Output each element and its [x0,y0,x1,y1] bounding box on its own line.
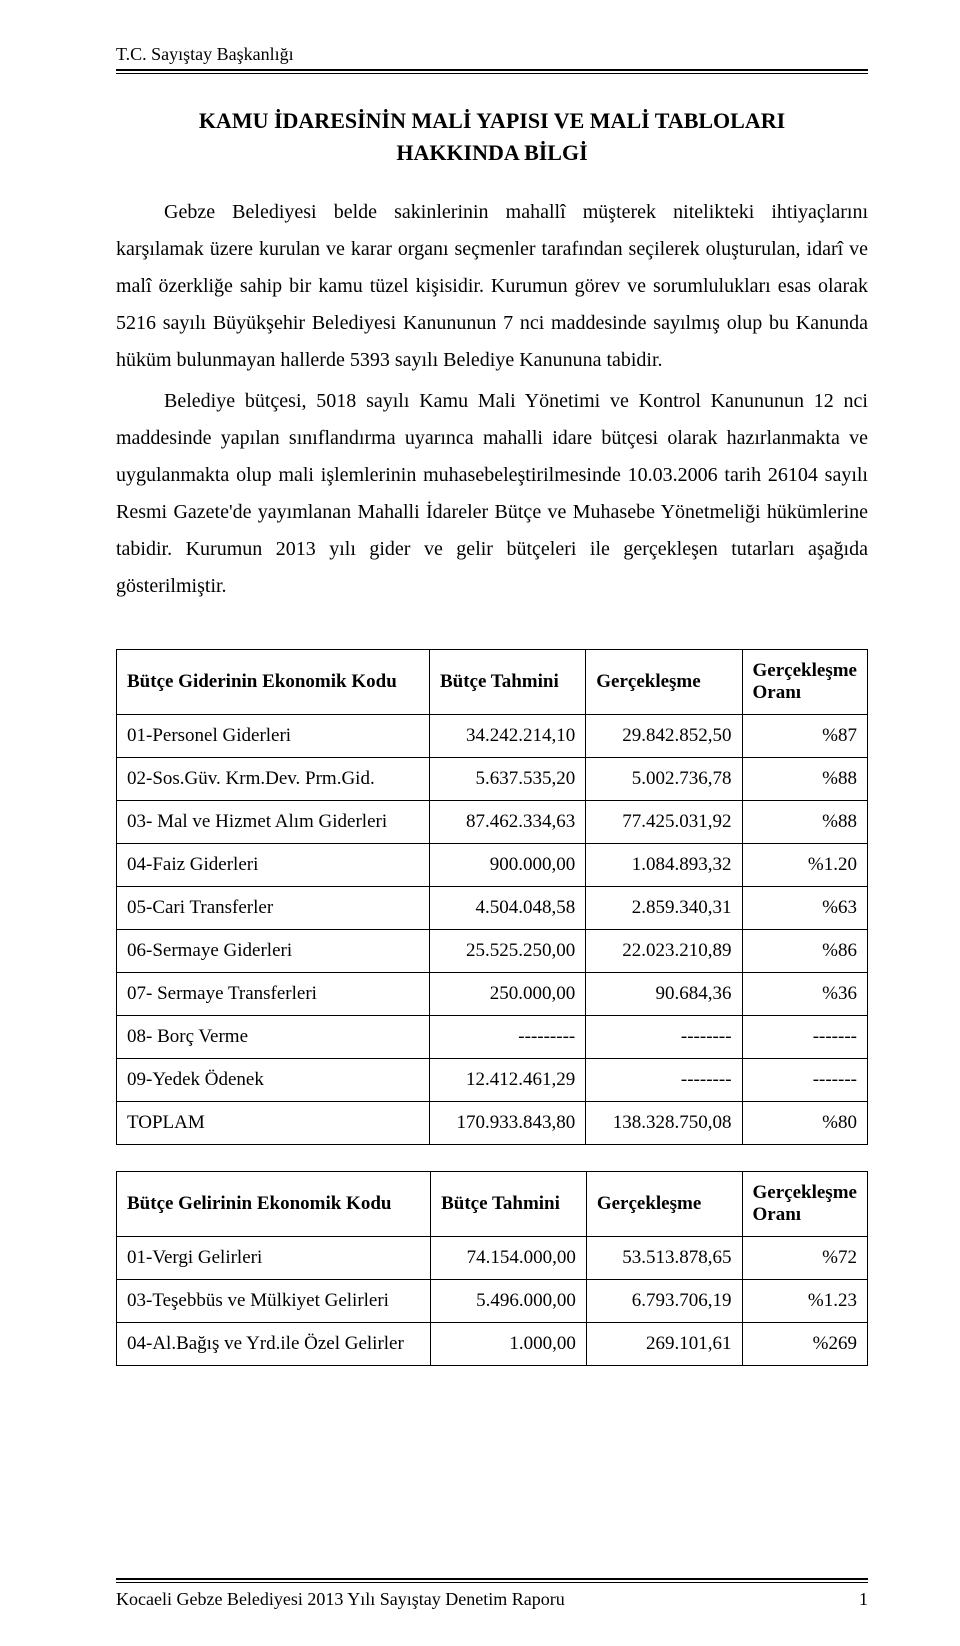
col-header-rate: Gerçekleşme Oranı [742,650,867,715]
row-estimate: 250.000,00 [429,973,585,1016]
table-header-row: Bütçe Giderinin Ekonomik Kodu Bütçe Tahm… [117,650,868,715]
row-rate: %36 [742,973,867,1016]
row-rate: %1.20 [742,844,867,887]
table-row-total: TOPLAM 170.933.843,80 138.328.750,08 %80 [117,1102,868,1145]
rate-header-line2: Oranı [753,682,857,704]
row-rate: %80 [742,1102,867,1145]
row-actual: 6.793.706,19 [586,1280,742,1323]
row-label: 01-Personel Giderleri [117,715,430,758]
table-row: 02-Sos.Güv. Krm.Dev. Prm.Gid. 5.637.535,… [117,758,868,801]
row-actual: 5.002.736,78 [586,758,742,801]
col-header-code: Bütçe Gelirinin Ekonomik Kodu [117,1172,431,1237]
col-header-estimate: Bütçe Tahmini [429,650,585,715]
table-row: 03-Teşebbüs ve Mülkiyet Gelirleri 5.496.… [117,1280,868,1323]
row-label: TOPLAM [117,1102,430,1145]
row-label: 01-Vergi Gelirleri [117,1237,431,1280]
row-estimate: 34.242.214,10 [429,715,585,758]
row-label: 04-Faiz Giderleri [117,844,430,887]
row-estimate: 5.637.535,20 [429,758,585,801]
row-actual: 1.084.893,32 [586,844,742,887]
table-row: 09-Yedek Ödenek 12.412.461,29 -------- -… [117,1059,868,1102]
col-header-code: Bütçe Giderinin Ekonomik Kodu [117,650,430,715]
table-row: 05-Cari Transferler 4.504.048,58 2.859.3… [117,887,868,930]
row-rate: %269 [742,1323,867,1366]
row-actual: -------- [586,1059,742,1102]
row-label: 08- Borç Verme [117,1016,430,1059]
page: T.C. Sayıştay Başkanlığı KAMU İDARESİNİN… [0,0,960,1646]
col-header-actual: Gerçekleşme [586,1172,742,1237]
table-row: 08- Borç Verme --------- -------- ------… [117,1016,868,1059]
row-actual: 22.023.210,89 [586,930,742,973]
row-estimate: 12.412.461,29 [429,1059,585,1102]
footer-rule-thin [116,1582,868,1583]
table-row: 04-Al.Bağış ve Yrd.ile Özel Gelirler 1.0… [117,1323,868,1366]
row-rate: ------- [742,1059,867,1102]
document-title-line2: HAKKINDA BİLGİ [116,140,868,166]
expenditure-table: Bütçe Giderinin Ekonomik Kodu Bütçe Tahm… [116,649,868,1145]
row-actual: 77.425.031,92 [586,801,742,844]
table-row: 01-Personel Giderleri 34.242.214,10 29.8… [117,715,868,758]
table-row: 06-Sermaye Giderleri 25.525.250,00 22.02… [117,930,868,973]
row-rate: ------- [742,1016,867,1059]
col-header-rate: Gerçekleşme Oranı [742,1172,867,1237]
row-estimate: 170.933.843,80 [429,1102,585,1145]
col-header-actual: Gerçekleşme [586,650,742,715]
row-actual: 269.101,61 [586,1323,742,1366]
row-estimate: 5.496.000,00 [431,1280,587,1323]
row-label: 03-Teşebbüs ve Mülkiyet Gelirleri [117,1280,431,1323]
col-header-estimate: Bütçe Tahmini [431,1172,587,1237]
rate-header-line2: Oranı [753,1204,857,1226]
row-estimate: 87.462.334,63 [429,801,585,844]
row-actual: -------- [586,1016,742,1059]
page-footer: Kocaeli Gebze Belediyesi 2013 Yılı Sayış… [116,1578,868,1610]
footer-page-number: 1 [859,1589,868,1610]
row-label: 05-Cari Transferler [117,887,430,930]
table-row: 01-Vergi Gelirleri 74.154.000,00 53.513.… [117,1237,868,1280]
row-rate: %88 [742,758,867,801]
row-actual: 2.859.340,31 [586,887,742,930]
row-rate: %88 [742,801,867,844]
footer-line: Kocaeli Gebze Belediyesi 2013 Yılı Sayış… [116,1589,868,1610]
row-actual: 29.842.852,50 [586,715,742,758]
row-estimate: 25.525.250,00 [429,930,585,973]
rate-header-line1: Gerçekleşme [753,660,857,682]
paragraph-1: Gebze Belediyesi belde sakinlerinin maha… [116,194,868,379]
row-label: 07- Sermaye Transferleri [117,973,430,1016]
header-rule-thick [116,69,868,71]
row-label: 04-Al.Bağış ve Yrd.ile Özel Gelirler [117,1323,431,1366]
row-rate: %72 [742,1237,867,1280]
row-actual: 138.328.750,08 [586,1102,742,1145]
row-label: 06-Sermaye Giderleri [117,930,430,973]
table-row: 04-Faiz Giderleri 900.000,00 1.084.893,3… [117,844,868,887]
footer-rule-thick [116,1578,868,1580]
footer-report-title: Kocaeli Gebze Belediyesi 2013 Yılı Sayış… [116,1589,565,1610]
row-label: 02-Sos.Güv. Krm.Dev. Prm.Gid. [117,758,430,801]
page-header: T.C. Sayıştay Başkanlığı [116,44,868,74]
table-header-row: Bütçe Gelirinin Ekonomik Kodu Bütçe Tahm… [117,1172,868,1237]
row-label: 03- Mal ve Hizmet Alım Giderleri [117,801,430,844]
row-actual: 90.684,36 [586,973,742,1016]
row-estimate: --------- [429,1016,585,1059]
table-row: 07- Sermaye Transferleri 250.000,00 90.6… [117,973,868,1016]
row-rate: %1.23 [742,1280,867,1323]
row-estimate: 900.000,00 [429,844,585,887]
row-estimate: 4.504.048,58 [429,887,585,930]
header-org: T.C. Sayıştay Başkanlığı [116,44,868,65]
revenue-table: Bütçe Gelirinin Ekonomik Kodu Bütçe Tahm… [116,1171,868,1366]
rate-header-line1: Gerçekleşme [753,1182,857,1204]
row-label: 09-Yedek Ödenek [117,1059,430,1102]
row-estimate: 1.000,00 [431,1323,587,1366]
paragraph-2: Belediye bütçesi, 5018 sayılı Kamu Mali … [116,383,868,605]
row-estimate: 74.154.000,00 [431,1237,587,1280]
document-title-line1: KAMU İDARESİNİN MALİ YAPISI VE MALİ TABL… [116,108,868,134]
row-rate: %87 [742,715,867,758]
row-rate: %86 [742,930,867,973]
header-rule-thin [116,73,868,74]
row-actual: 53.513.878,65 [586,1237,742,1280]
table-row: 03- Mal ve Hizmet Alım Giderleri 87.462.… [117,801,868,844]
row-rate: %63 [742,887,867,930]
